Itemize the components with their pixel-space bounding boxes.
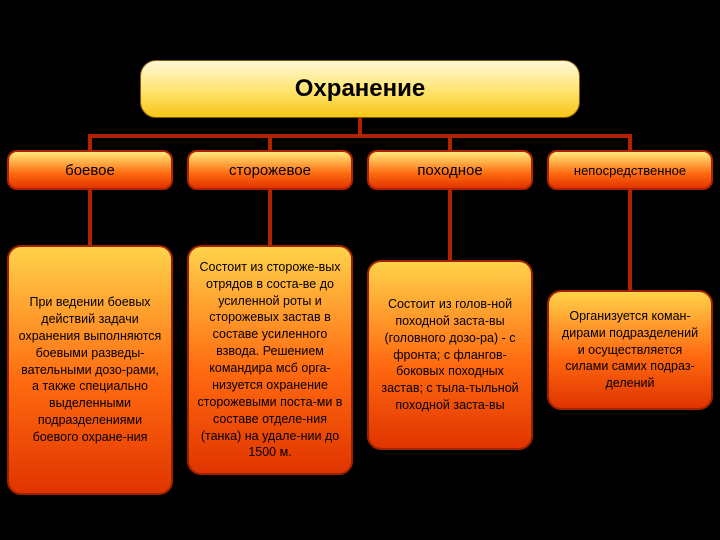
desc-col2-text: Состоит из стороже-вых отрядов в соста-в… <box>197 259 343 462</box>
connector-drop-desc-1 <box>88 190 92 247</box>
desc-col3: Состоит из голов-ной походной заста-вы (… <box>367 260 533 450</box>
header-col3: походное <box>367 150 533 190</box>
desc-col1: При ведении боевых действий задачи охран… <box>7 245 173 495</box>
connector-h-bar <box>88 134 632 138</box>
desc-col3-text: Состоит из голов-ной походной заста-вы (… <box>377 296 523 414</box>
connector-drop-desc-2 <box>268 190 272 247</box>
header-col1-text: боевое <box>65 162 115 179</box>
desc-col2: Состоит из стороже-вых отрядов в соста-в… <box>187 245 353 475</box>
title-box: Охранение <box>140 60 580 118</box>
header-col2: сторожевое <box>187 150 353 190</box>
desc-col4: Организуется коман-дирами подразделений … <box>547 290 713 410</box>
title-text: Охранение <box>295 75 425 103</box>
header-col4: непосредственное <box>547 150 713 190</box>
header-col1: боевое <box>7 150 173 190</box>
desc-col4-text: Организуется коман-дирами подразделений … <box>557 308 703 392</box>
header-col2-text: сторожевое <box>229 162 311 179</box>
header-col4-text: непосредственное <box>574 163 686 178</box>
connector-drop-desc-4 <box>628 190 632 292</box>
connector-drop-desc-3 <box>448 190 452 262</box>
desc-col1-text: При ведении боевых действий задачи охран… <box>17 294 163 446</box>
header-col3-text: походное <box>417 162 482 179</box>
